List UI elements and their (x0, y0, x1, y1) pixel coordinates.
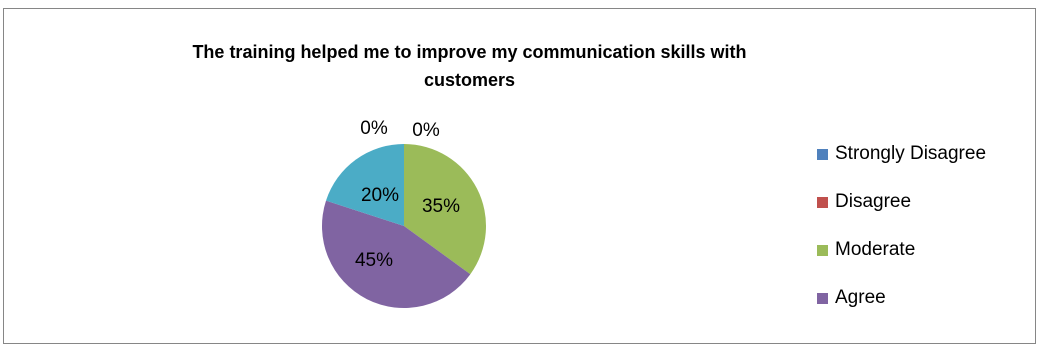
legend-item-agree: Agree (817, 286, 986, 310)
chart-title: The training helped me to improve my com… (0, 38, 1041, 94)
chart-title-line-1: The training helped me to improve my com… (192, 42, 747, 62)
chart-title-line-2: customers (423, 70, 516, 90)
data-label-moderate: 35% (422, 196, 460, 217)
legend-item-moderate: Moderate (817, 238, 986, 262)
legend-item-strongly-disagree: Strongly Disagree (817, 142, 986, 166)
pie-slice-moderate (404, 144, 487, 275)
pie-slice-agree (321, 200, 471, 309)
chart-legend: Strongly Disagree Disagree Moderate Agre… (817, 142, 986, 334)
legend-swatch-moderate (817, 244, 828, 256)
data-label-disagree: 0% (412, 120, 440, 141)
chart-area (3, 8, 1036, 344)
legend-swatch-disagree (817, 196, 828, 208)
data-label-agree: 45% (355, 250, 393, 271)
legend-swatch-agree (817, 292, 828, 304)
data-label-strongly-disagree: 0% (360, 118, 388, 139)
pie-slices (321, 144, 487, 309)
legend-swatch-strongly-disagree (817, 148, 828, 160)
pie-slice-other (326, 144, 404, 226)
legend-label-agree: Agree (835, 287, 886, 308)
legend-label-moderate: Moderate (835, 239, 916, 260)
legend-item-disagree: Disagree (817, 190, 986, 214)
data-label-other: 20% (361, 185, 399, 206)
pie-data-labels: 0% 0% 35% 45% 20% (355, 118, 460, 271)
legend-label-disagree: Disagree (835, 191, 912, 212)
legend-label-strongly-disagree: Strongly Disagree (835, 143, 987, 164)
